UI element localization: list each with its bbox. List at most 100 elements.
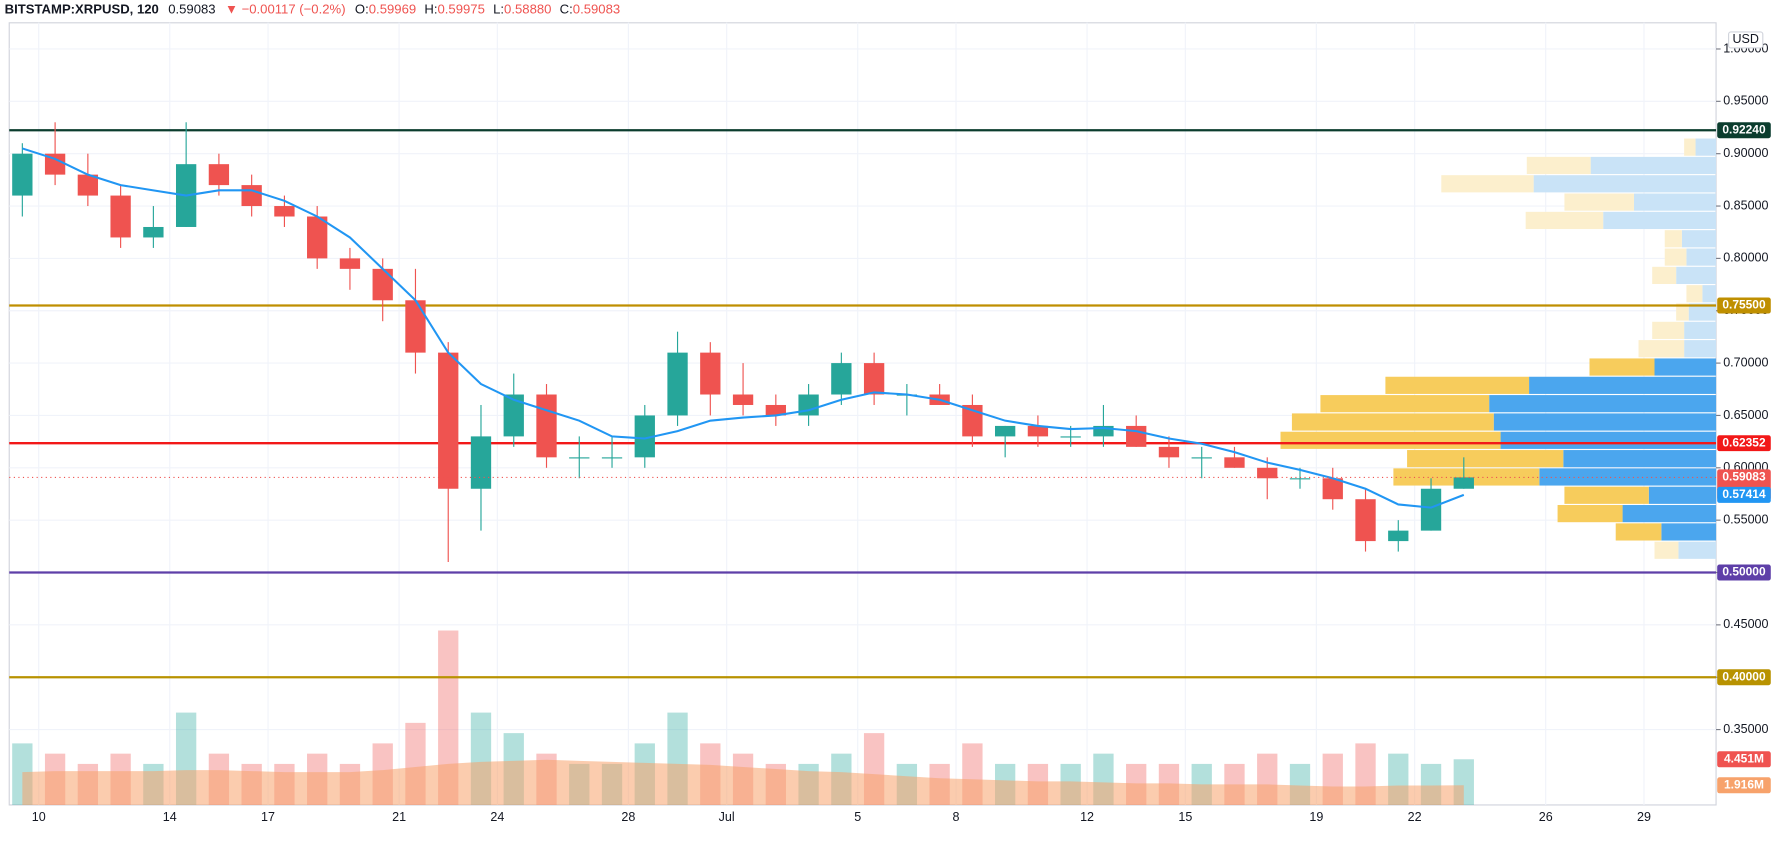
profile-down (1676, 303, 1689, 321)
profile-down (1654, 541, 1679, 559)
ohlc-key: L: (493, 2, 504, 17)
level-label: 0.62352 (1722, 435, 1766, 449)
profile-down (1526, 156, 1591, 175)
profile-down (1589, 358, 1655, 376)
profile-down (1652, 321, 1685, 339)
candle-body (1289, 478, 1311, 480)
x-tick-label: 15 (1178, 810, 1192, 824)
candle-body (700, 352, 721, 395)
candle-body (208, 164, 230, 186)
level-label-box (1717, 122, 1771, 139)
currency: USD (1732, 32, 1758, 46)
profile-down (1664, 248, 1687, 266)
profile-up (1539, 468, 1717, 486)
candle-body (831, 363, 852, 395)
level-label: 0.75500 (1722, 298, 1766, 312)
profile-up (1500, 431, 1717, 449)
volume-bar (438, 630, 459, 805)
profile-down (1441, 175, 1534, 193)
profile-up (1676, 266, 1717, 284)
candle-body (994, 425, 1016, 437)
ma-label-box (1717, 486, 1771, 503)
candle-body (765, 404, 786, 416)
profile-up (1684, 321, 1717, 339)
x-tick-label: 8 (953, 810, 960, 824)
level-label-box (1717, 564, 1771, 581)
level-label: 0.50000 (1722, 565, 1766, 579)
candle-body (732, 394, 754, 405)
candle-body (12, 153, 33, 196)
level-label: 0.40000 (1722, 669, 1766, 683)
candle-body (339, 258, 361, 269)
x-tick-label: 10 (32, 810, 46, 824)
candle-body (438, 352, 459, 489)
ohlc-value: 0.58880 (504, 2, 551, 17)
candle-body (143, 226, 164, 238)
x-tick-label: 26 (1539, 810, 1553, 824)
profile-down (1291, 413, 1494, 431)
profile-up (1633, 193, 1717, 211)
level-label-box (1717, 669, 1771, 686)
y-tick-label: 0.55000 (1723, 512, 1768, 526)
volume-label-box (1717, 751, 1771, 768)
candle-body (1322, 478, 1343, 500)
price-axis: 10 14 17 21 24 28 Jul 5 8 12 15 19 22 26 29 0.35000 0.40… (32, 31, 1771, 824)
profile-down (1638, 340, 1685, 358)
candle-body (1191, 457, 1212, 459)
profile-up (1603, 211, 1717, 230)
candle-body (1355, 499, 1376, 542)
profile-up (1590, 156, 1717, 175)
ma-label: 0.57414 (1722, 487, 1766, 501)
profile-up (1684, 340, 1717, 358)
profile-down (1564, 486, 1649, 504)
y-tick-label: 0.80000 (1723, 251, 1768, 265)
candle-body (77, 174, 99, 196)
candle-body (863, 363, 885, 395)
candle-body (503, 394, 524, 437)
profile-down (1280, 431, 1501, 449)
x-tick-label: 29 (1637, 810, 1651, 824)
candle-body (536, 394, 557, 458)
profile-up (1654, 358, 1717, 376)
candle-body (1388, 530, 1409, 542)
profile-down (1320, 395, 1490, 413)
candle-body (274, 206, 295, 217)
profile-up (1678, 541, 1717, 559)
volume-profile (1280, 138, 1717, 559)
candle-body (44, 153, 66, 175)
profile-up (1681, 230, 1717, 248)
profile-up (1493, 413, 1717, 431)
candle-body (601, 457, 623, 459)
x-tick-label: 12 (1080, 810, 1094, 824)
candle-body (1257, 467, 1278, 479)
y-tick-label: 0.70000 (1723, 355, 1768, 369)
volume-ma-label-box (1717, 777, 1771, 794)
candle-body (1224, 457, 1245, 468)
profile-up (1702, 285, 1717, 303)
volume-ma-area (22, 759, 1464, 805)
change: ▼ −0.00117 (−0.2%) (225, 2, 346, 17)
candle-body (372, 268, 393, 301)
x-tick-label: Jul (719, 810, 735, 824)
candle-body (634, 415, 655, 458)
candle-body (241, 185, 262, 207)
candle-body (667, 352, 688, 416)
profile-down (1664, 230, 1682, 248)
candle-body (307, 216, 328, 259)
level-label-box (1717, 297, 1771, 314)
currency-box (1728, 31, 1764, 49)
x-tick-label: 19 (1309, 810, 1323, 824)
x-tick-label: 14 (163, 810, 177, 824)
candle-body (470, 436, 492, 489)
candle-body (1453, 477, 1474, 489)
x-tick-label: 5 (854, 810, 861, 824)
y-tick-label: 0.90000 (1723, 146, 1768, 160)
symbol: BITSTAMP:XRPUSD, 120 (5, 2, 159, 17)
volume-ma-label: 1.916M (1724, 777, 1764, 791)
profile-up (1529, 376, 1717, 394)
volume-label: 4.451M (1724, 751, 1764, 765)
profile-up (1648, 486, 1717, 504)
volume-pane (12, 630, 1474, 805)
candle-body (1158, 446, 1180, 458)
